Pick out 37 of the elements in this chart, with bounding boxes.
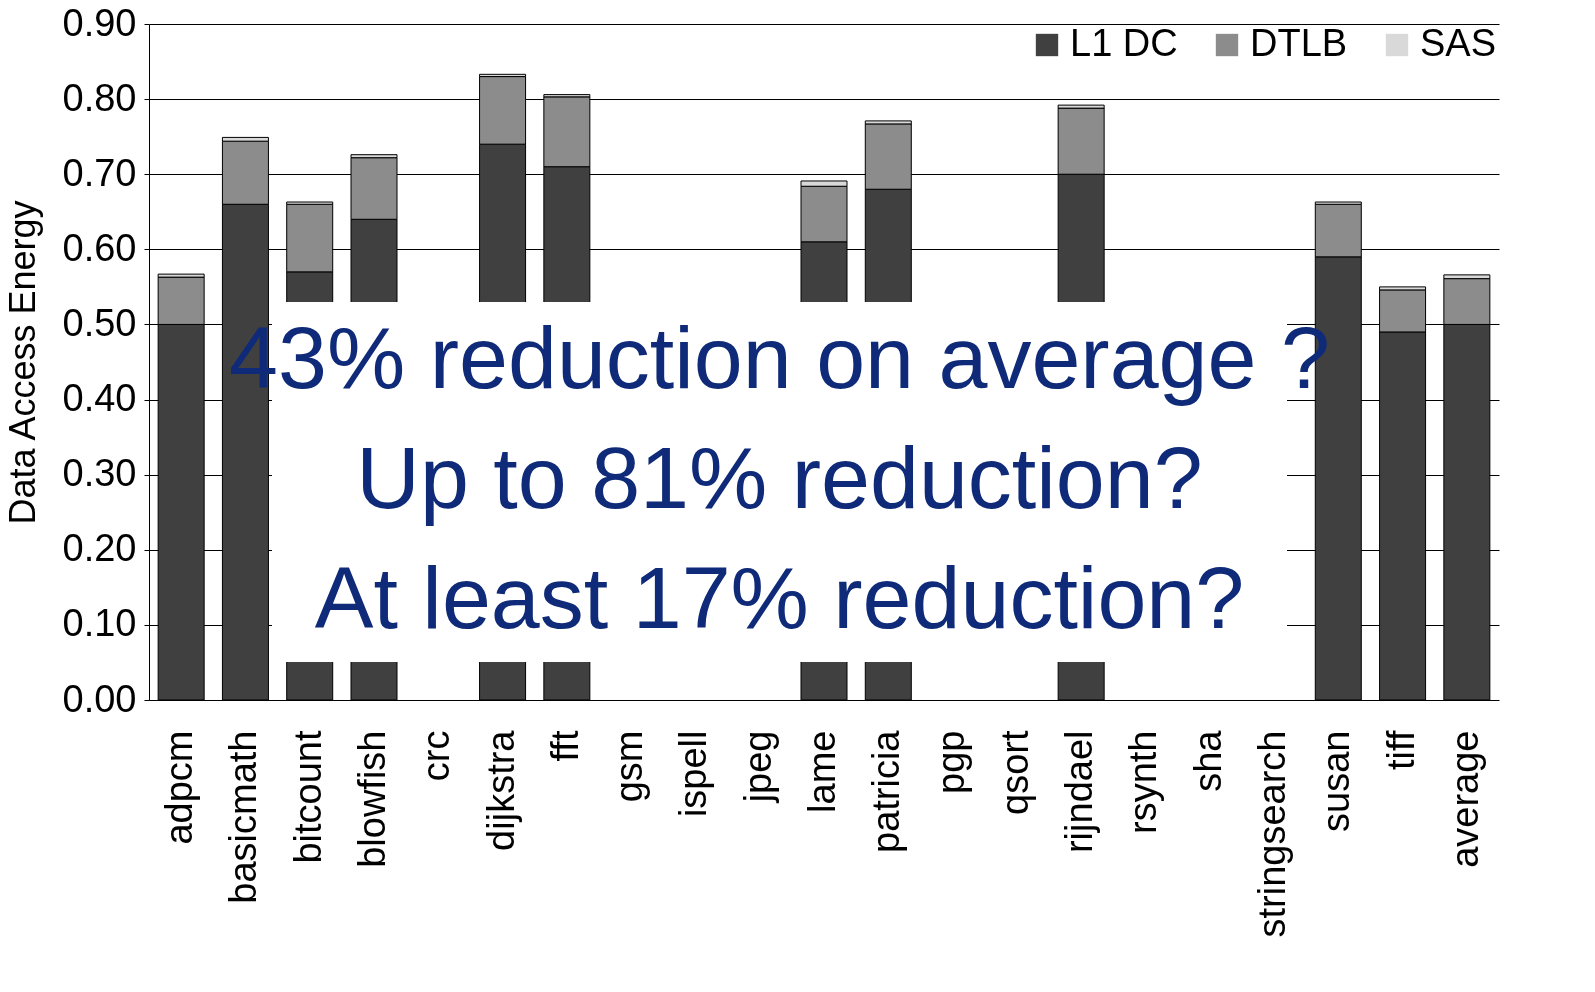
x-tick-label: susan	[1315, 730, 1358, 832]
y-tick-label: 0.60	[62, 226, 137, 269]
x-tick-label: blowfish	[351, 730, 393, 868]
x-tick-label: gsm	[608, 730, 651, 803]
x-tick-label: bitcount	[286, 730, 329, 864]
y-tick-label: 0.90	[62, 1, 137, 44]
x-tick-label: adpcm	[158, 730, 201, 845]
x-tick-label: sha	[1186, 729, 1229, 792]
x-tick-label: jpeg	[736, 730, 779, 804]
x-tick-label: fft	[543, 730, 586, 762]
x-tick-label: rsynth	[1122, 730, 1165, 834]
x-tick-label: average	[1443, 730, 1486, 868]
x-tick-label: dijkstra	[479, 729, 522, 851]
x-tick-label: qsort	[993, 730, 1036, 815]
annotation: Up to 81% reduction?	[356, 428, 1203, 527]
y-tick-label: 0.70	[62, 151, 137, 194]
x-tick-label: crc	[415, 730, 458, 782]
legend-label: SAS	[1420, 22, 1497, 64]
y-tick-label: 0.80	[62, 76, 137, 119]
x-tick-label: patricia	[865, 729, 908, 853]
x-tick-label: pgp	[929, 730, 972, 794]
y-tick-label: 0.50	[62, 301, 137, 344]
x-tick-label: lame	[801, 730, 843, 813]
x-tick-label: basicmath	[222, 730, 265, 904]
y-tick-label: 0.00	[62, 677, 137, 720]
y-tick-label: 0.40	[62, 377, 137, 420]
y-tick-label: 0.30	[62, 452, 137, 495]
y-tick-label: 0.10	[62, 602, 137, 645]
x-tick-label: stringsearch	[1251, 730, 1293, 938]
annotation: At least 17% reduction?	[314, 548, 1245, 647]
legend-label: DTLB	[1250, 22, 1348, 64]
y-axis-title: Data Access Energy	[1, 200, 43, 525]
legend-label: L1 DC	[1070, 22, 1178, 64]
x-tick-label: ispell	[672, 730, 715, 818]
x-tick-label: rijndael	[1058, 730, 1101, 854]
y-tick-label: 0.20	[62, 527, 137, 570]
x-tick-label: tiff	[1379, 730, 1422, 770]
